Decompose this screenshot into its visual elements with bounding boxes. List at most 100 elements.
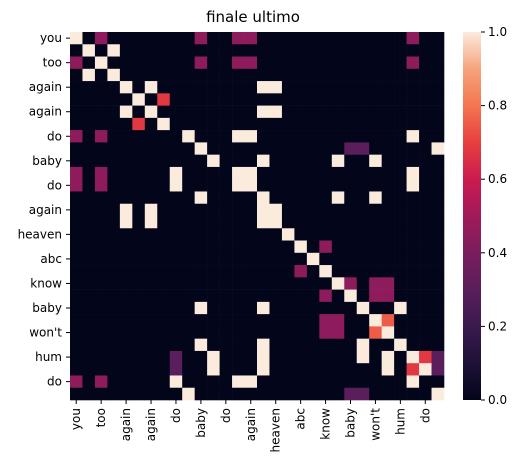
heatmap-cell <box>70 240 83 254</box>
heatmap-cell <box>257 301 270 315</box>
heatmap-cell <box>194 130 208 143</box>
heatmap-cell <box>232 240 245 254</box>
heatmap-cell <box>381 375 395 389</box>
heatmap-cell <box>344 252 358 266</box>
heatmap-cell <box>331 387 345 401</box>
heatmap-cell <box>182 117 195 131</box>
heatmap-cell <box>281 228 295 241</box>
heatmap-cell <box>406 338 420 352</box>
heatmap-cell <box>431 81 445 94</box>
heatmap-cell <box>281 81 295 94</box>
heatmap-cell <box>369 117 382 131</box>
heatmap-cell <box>244 142 258 155</box>
heatmap-cell <box>294 142 308 155</box>
heatmap-cell <box>344 93 358 106</box>
heatmap-cell <box>207 252 220 266</box>
heatmap-cell <box>70 166 83 180</box>
heatmap-cell <box>244 68 258 82</box>
heatmap-cell <box>219 375 233 389</box>
heatmap-cell <box>406 154 420 168</box>
heatmap-cell <box>406 363 420 376</box>
heatmap-cell <box>381 166 395 180</box>
heatmap-cell <box>182 265 195 278</box>
heatmap-cell <box>119 314 133 327</box>
heatmap-cell <box>70 350 83 364</box>
heatmap-cell <box>107 277 121 290</box>
heatmap-cell <box>182 44 195 57</box>
heatmap-cell <box>82 265 96 278</box>
heatmap-cell <box>244 203 258 217</box>
heatmap-cell <box>70 93 83 106</box>
heatmap-cell <box>257 81 270 94</box>
heatmap-cell <box>169 289 183 303</box>
heatmap-cell <box>381 105 395 119</box>
heatmap-cell <box>281 179 295 192</box>
heatmap-cell <box>157 68 171 82</box>
heatmap-cell <box>157 387 171 401</box>
heatmap-cell <box>394 142 407 155</box>
heatmap-cell <box>144 203 158 217</box>
heatmap-cell <box>70 387 83 401</box>
heatmap-cell <box>70 363 83 376</box>
heatmap-cell <box>319 363 333 376</box>
heatmap-cell <box>319 375 333 389</box>
heatmap-cell <box>182 301 195 315</box>
heatmap-cell <box>119 265 133 278</box>
heatmap-cell <box>431 350 445 364</box>
heatmap-cell <box>381 252 395 266</box>
heatmap-cell <box>70 216 83 229</box>
heatmap-cell <box>94 203 108 217</box>
heatmap-cell <box>232 154 245 168</box>
x-tick-label: too <box>94 408 108 427</box>
heatmap-cell <box>169 387 183 401</box>
heatmap-cell <box>219 301 233 315</box>
heatmap-cell <box>232 179 245 192</box>
heatmap-cell <box>257 387 270 401</box>
heatmap-cell <box>356 277 370 290</box>
heatmap-cell <box>194 216 208 229</box>
heatmap-cell <box>194 350 208 364</box>
heatmap-cell <box>294 314 308 327</box>
heatmap-cell <box>70 56 83 70</box>
heatmap-cell <box>244 154 258 168</box>
heatmap-cell <box>107 130 121 143</box>
heatmap-cell <box>94 252 108 266</box>
heatmap-cell <box>194 56 208 70</box>
heatmap-cell <box>431 117 445 131</box>
heatmap-cell <box>394 117 407 131</box>
heatmap-cell <box>269 179 283 192</box>
heatmap-cell <box>70 130 83 143</box>
heatmap-cell <box>219 130 233 143</box>
heatmap-cell <box>244 314 258 327</box>
heatmap-cell <box>419 203 432 217</box>
heatmap-cell <box>369 44 382 57</box>
heatmap-cell <box>331 326 345 339</box>
heatmap-cell <box>207 228 220 241</box>
heatmap-cell <box>119 240 133 254</box>
heatmap-cell <box>82 130 96 143</box>
heatmap-cell <box>132 375 146 389</box>
heatmap-cell <box>119 191 133 205</box>
heatmap-cell <box>132 338 146 352</box>
heatmap-cell <box>207 142 220 155</box>
heatmap-cell <box>157 105 171 119</box>
heatmap-cell <box>344 338 358 352</box>
heatmap-cell <box>219 203 233 217</box>
heatmap-cell <box>232 117 245 131</box>
heatmap-cell <box>169 166 183 180</box>
heatmap-cell <box>107 56 121 70</box>
heatmap-cell <box>207 338 220 352</box>
heatmap-cell <box>406 81 420 94</box>
heatmap-cell <box>119 228 133 241</box>
heatmap-cell <box>119 142 133 155</box>
colorbar <box>463 32 481 400</box>
heatmap-cell <box>294 44 308 57</box>
heatmap-cell <box>331 375 345 389</box>
heatmap-cell <box>257 216 270 229</box>
heatmap-cell <box>406 105 420 119</box>
heatmap-cell <box>431 44 445 57</box>
heatmap-cell <box>294 228 308 241</box>
heatmap-cell <box>281 216 295 229</box>
heatmap-cell <box>381 142 395 155</box>
heatmap-cell <box>431 56 445 70</box>
